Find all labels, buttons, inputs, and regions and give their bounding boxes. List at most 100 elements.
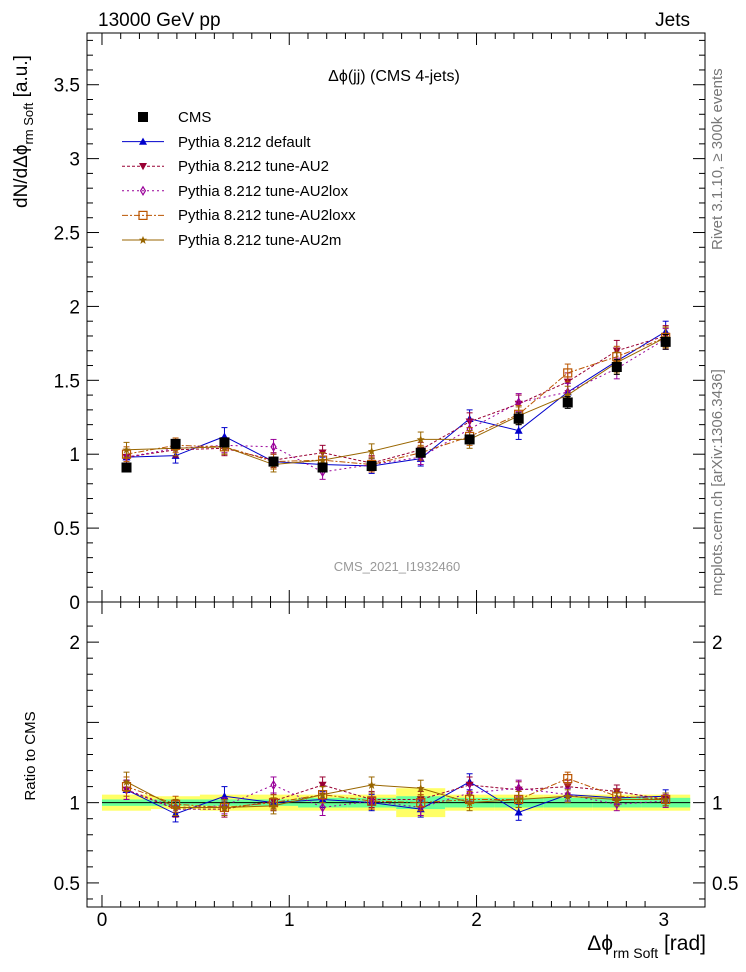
axes-ticks: 0 1 2 3 0 0.5 1 1.5 2 2.5 3 3.5 0.5 0.5 1 1 2 2 [54, 33, 738, 931]
series-au2m-ratio [122, 771, 670, 816]
data-point-cms [366, 461, 377, 472]
ratio-y-axis-label: Ratio to CMS [22, 711, 39, 800]
data-point-cms [268, 456, 279, 467]
main-series-layer [121, 320, 671, 480]
series-cms-main [121, 333, 671, 473]
legend-label-default: Pythia 8.212 default [178, 134, 311, 151]
series-line-au2 [126, 784, 666, 810]
data-point-au2m [318, 456, 327, 465]
legend-symbol-au2loxx [138, 210, 148, 220]
data-point-au2lox [270, 441, 277, 452]
data-point-au2m [563, 792, 572, 801]
legend-item-cms: CMS [138, 109, 211, 126]
series-line-au2lox [126, 338, 666, 473]
legend-item-default: Pythia 8.212 default [122, 134, 311, 151]
legend-marker-default [122, 137, 164, 145]
legend-symbol-au2lox [139, 185, 147, 196]
legend-label-au2m: Pythia 8.212 tune-AU2m [178, 232, 341, 249]
data-point-au2 [318, 781, 327, 789]
ratio-y-tick-label: 2 [69, 633, 80, 654]
legend-marker-au2lox [122, 185, 164, 196]
main-y-tick-label: 0.5 [54, 519, 80, 540]
series-default-main [122, 320, 670, 474]
data-point-cms [121, 462, 132, 473]
series-line-au2 [126, 335, 666, 464]
main-y-tick-label: 1.5 [54, 371, 80, 392]
data-point-au2loxx [563, 773, 573, 784]
ratio-y-tick-label-right: 2 [712, 633, 723, 654]
main-y-axis-label: dN/dΔϕrm Soft [a.u.] [11, 55, 36, 208]
analysis-id-label: CMS_2021_I1932460 [334, 559, 461, 574]
mcplots-label: mcplots.cern.ch [arXiv:1306.3436] [709, 369, 726, 596]
data-point-au2lox [319, 802, 326, 813]
data-point-au2m [661, 795, 670, 804]
data-point-au2loxx [416, 798, 426, 808]
main-y-tick-label: 1 [69, 445, 80, 466]
series-line-au2loxx [126, 336, 666, 466]
data-point-au2m [465, 798, 474, 807]
data-point-au2m [122, 777, 131, 786]
data-point-au2m [171, 803, 180, 812]
data-point-au2m [367, 781, 376, 789]
series-line-au2loxx [126, 778, 666, 808]
legend-label-au2: Pythia 8.212 tune-AU2 [178, 158, 329, 175]
legend-marker-cms [138, 112, 148, 122]
cms-uncertainty-band [101, 788, 691, 818]
data-point-au2m [269, 801, 278, 810]
legend-marker-au2 [122, 163, 164, 171]
data-point-au2m [514, 795, 523, 804]
data-point-au2loxx [367, 796, 377, 806]
main-plot-title: Δϕ(jj) (CMS 4-jets) [328, 68, 460, 85]
main-y-tick-label: 3.5 [54, 76, 80, 97]
ratio-y-tick-label-right: 0.5 [712, 874, 738, 895]
data-point-au2m [122, 445, 131, 454]
data-point-cms [562, 397, 573, 408]
x-tick-label: 0 [97, 910, 108, 931]
series-au2lox-main [123, 328, 669, 480]
data-point-cms [660, 336, 671, 347]
main-y-tick-label: 2 [69, 297, 80, 318]
legend-item-au2: Pythia 8.212 tune-AU2 [122, 158, 329, 175]
data-point-cms [464, 434, 475, 445]
legend-symbol-au2m [139, 236, 147, 244]
data-point-au2lox [270, 779, 277, 791]
header-category: Jets [655, 10, 690, 31]
legend-item-au2loxx: Pythia 8.212 tune-AU2loxx [122, 207, 356, 224]
series-line-au2lox [126, 784, 666, 808]
series-line-default [126, 331, 666, 467]
data-point-cms [611, 362, 622, 373]
series-au2m-main [122, 326, 670, 473]
legend-marker-au2loxx [122, 210, 164, 220]
x-tick-label: 3 [659, 910, 670, 931]
data-point-default [514, 808, 523, 816]
ratio-y-tick-label-right: 1 [712, 794, 723, 815]
legend-marker-au2m [122, 236, 164, 244]
data-point-au2m [416, 435, 425, 444]
ratio-panel-frame [86, 601, 706, 908]
data-point-cms [170, 438, 181, 449]
main-y-tick-label: 2.5 [54, 224, 80, 245]
data-point-au2m [612, 795, 621, 804]
main-y-tick-label: 0 [69, 593, 80, 614]
legend-symbol-au2 [139, 163, 147, 171]
ratio-series-layer [121, 771, 671, 823]
legend-symbol-cms [138, 112, 148, 122]
data-point-au2m [416, 784, 425, 793]
series-au2-main [122, 325, 670, 471]
legend-symbol-default [139, 137, 147, 145]
x-tick-label: 2 [471, 910, 482, 931]
data-point-cms [219, 437, 230, 448]
x-axis-label: Δϕrm Soft [rad] [587, 932, 706, 961]
main-y-tick-label: 3 [69, 150, 80, 171]
series-line-au2m [126, 337, 666, 466]
header-collision: 13000 GeV pp [98, 10, 221, 31]
legend-label-cms: CMS [178, 109, 211, 126]
ratio-y-tick-label: 1 [69, 794, 80, 815]
legend-item-au2m: Pythia 8.212 tune-AU2m [122, 232, 341, 249]
data-point-au2m [563, 391, 572, 400]
data-point-cms [317, 462, 328, 473]
data-point-au2m [367, 447, 376, 456]
series-line-default [126, 781, 666, 815]
series-line-au2m [126, 781, 666, 808]
